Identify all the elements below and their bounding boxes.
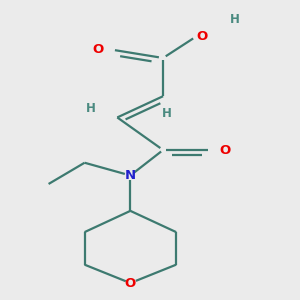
- Text: N: N: [125, 169, 136, 182]
- Text: H: H: [86, 102, 96, 116]
- Text: H: H: [161, 107, 171, 120]
- Text: O: O: [220, 143, 231, 157]
- Text: H: H: [230, 13, 240, 26]
- Text: O: O: [92, 43, 103, 56]
- Text: O: O: [197, 30, 208, 43]
- Text: O: O: [125, 277, 136, 290]
